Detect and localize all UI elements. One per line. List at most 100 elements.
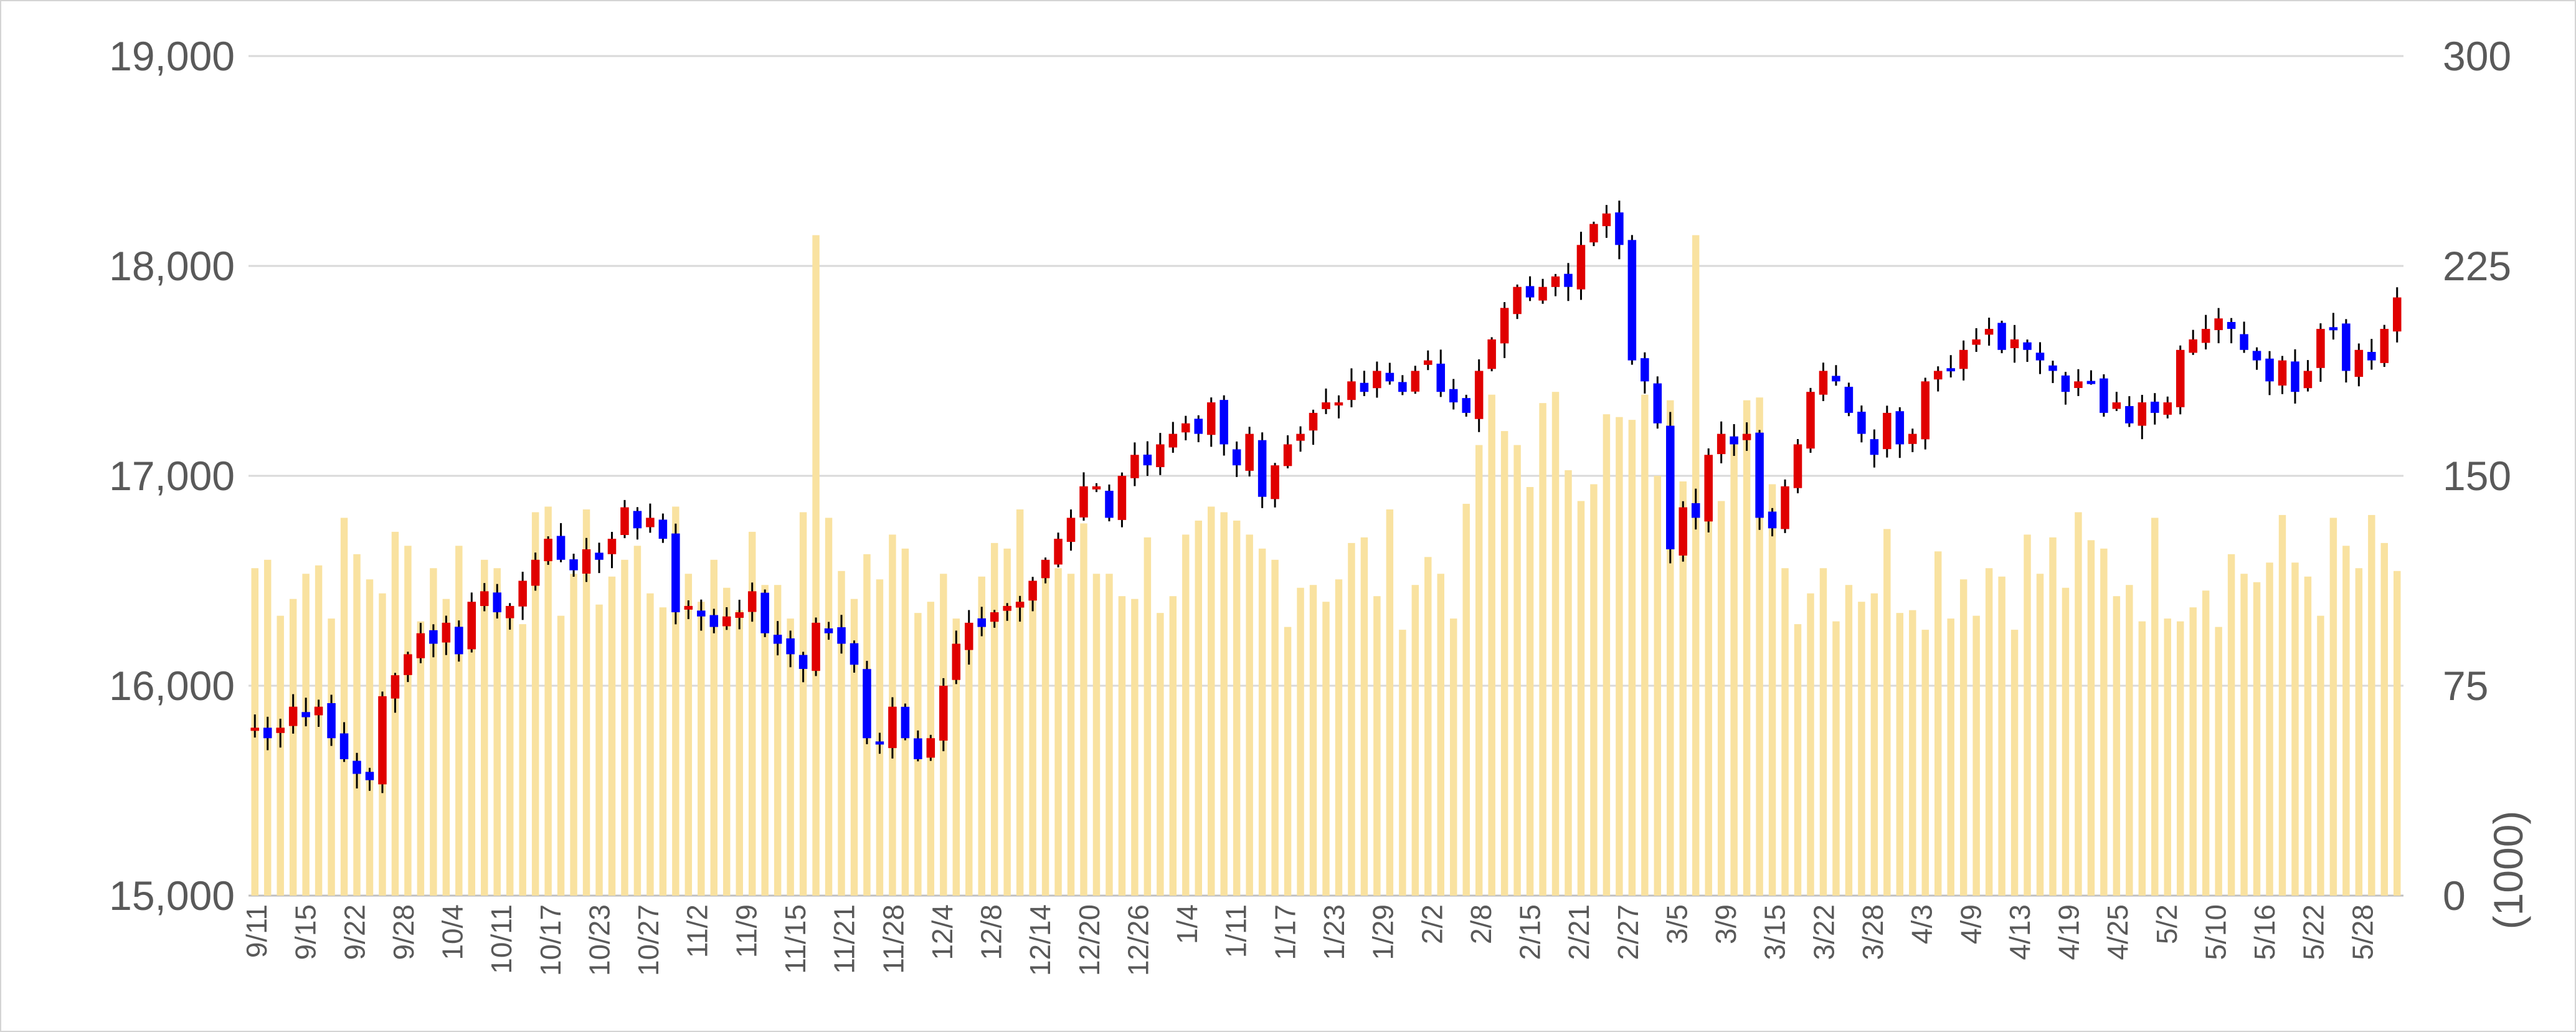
candle-body — [518, 580, 527, 607]
volume-bar — [799, 512, 807, 896]
y-left-tick-label: 19,000 — [109, 33, 235, 79]
volume-bar — [1258, 548, 1266, 896]
x-tick-label: 4/9 — [1954, 904, 1987, 944]
candle-body — [964, 622, 973, 650]
candle-body — [1666, 425, 1675, 549]
x-tick-label: 5/2 — [2151, 904, 2183, 944]
volume-bar — [1360, 537, 1368, 896]
volume-bar — [1794, 624, 1802, 896]
volume-bar — [442, 599, 450, 896]
candle-body — [1079, 486, 1088, 518]
volume-bar — [2075, 512, 2082, 896]
candle-body — [1883, 412, 1892, 450]
volume-bar — [2253, 582, 2261, 896]
volume-bar — [430, 568, 437, 896]
x-tick-label: 1/17 — [1269, 904, 1301, 960]
candle-body — [1398, 382, 1407, 392]
volume-bar — [1705, 492, 1712, 896]
volume-bar — [1462, 503, 1470, 896]
x-tick-label: 4/13 — [2004, 904, 2036, 960]
x-tick-label: 11/28 — [877, 904, 909, 974]
candle-body — [1487, 339, 1496, 369]
candle-body — [1296, 433, 1305, 441]
volume-bar — [990, 542, 998, 896]
candle-body — [850, 643, 859, 665]
volume-bar — [1067, 574, 1075, 896]
candle-body — [2342, 323, 2351, 371]
candle-body — [288, 706, 298, 726]
volume-bar — [1233, 520, 1241, 896]
candle-body — [1130, 455, 1139, 478]
candle-body — [327, 703, 336, 739]
volume-bar — [1998, 576, 2005, 896]
candle-body — [1411, 371, 1420, 392]
candle-body — [2380, 329, 2389, 363]
volume-bar — [723, 587, 731, 896]
x-tick-label: 3/15 — [1759, 904, 1791, 960]
candle-body — [1117, 476, 1127, 520]
candle-body — [2061, 375, 2070, 392]
volume-bar — [965, 624, 973, 896]
x-tick-label: 10/4 — [437, 904, 469, 960]
volume-bar — [1195, 520, 1202, 896]
volume-bar — [978, 576, 985, 896]
volume-bar — [1947, 618, 1954, 896]
volume-bar — [1271, 559, 1279, 896]
volume-bar — [1220, 512, 1228, 896]
volume-bar — [1399, 630, 1406, 896]
volume-bar — [1054, 568, 1062, 896]
volume-bar — [1654, 476, 1662, 896]
volume-bar — [1513, 445, 1521, 896]
candle-body — [2048, 365, 2057, 371]
candle-body — [1092, 486, 1101, 490]
y-right-tick-label: 300 — [2443, 33, 2511, 79]
x-tick-label: 11/9 — [730, 904, 762, 958]
volume-bar — [493, 568, 501, 896]
x-tick-label: 11/2 — [681, 904, 714, 958]
volume-bar — [812, 235, 820, 896]
candle-body — [863, 669, 871, 739]
candle-body — [1219, 400, 1228, 445]
y-left-tick-label: 15,000 — [109, 873, 235, 919]
x-tick-label: 5/10 — [2199, 904, 2232, 960]
volume-bar — [2278, 514, 2286, 896]
x-tick-label: 9/15 — [290, 904, 322, 960]
candle-body — [735, 612, 744, 618]
candle-body — [1997, 323, 2006, 350]
volume-bar — [1959, 579, 1968, 896]
volume-bar — [1092, 574, 1101, 896]
x-tick-label: 5/22 — [2298, 904, 2330, 960]
candle-body — [671, 533, 680, 613]
volume-bar — [570, 574, 577, 896]
candle-body — [505, 605, 514, 618]
candle-body — [1322, 402, 1330, 409]
candle-body — [888, 706, 897, 749]
candle-body — [2163, 402, 2172, 415]
candle-body — [1373, 371, 1381, 389]
y-right-tick-label: 150 — [2443, 453, 2511, 499]
candle-body — [2100, 378, 2108, 413]
volume-bar — [1921, 630, 1929, 896]
volume-bar — [825, 518, 833, 896]
candle-body — [1309, 412, 1318, 431]
candle-body — [2354, 349, 2364, 377]
volume-bar — [531, 512, 539, 896]
volume-bar — [621, 559, 628, 896]
volume-bar — [1003, 548, 1011, 896]
candle-body — [1538, 286, 1547, 301]
volume-bar — [2240, 574, 2248, 896]
candle-body — [1181, 423, 1190, 433]
volume-bar — [1144, 537, 1152, 896]
volume-bar — [1845, 585, 1853, 896]
volume-bar — [1972, 615, 1980, 896]
candle-body — [914, 738, 922, 759]
candle-body — [2393, 297, 2402, 332]
volume-bar — [1717, 501, 1725, 896]
x-tick-label: 3/22 — [1807, 904, 1840, 960]
volume-bar — [595, 604, 603, 896]
candle-body — [544, 539, 552, 562]
candle-body — [582, 549, 591, 574]
candle-body — [467, 602, 476, 650]
volume-bar — [506, 607, 514, 896]
